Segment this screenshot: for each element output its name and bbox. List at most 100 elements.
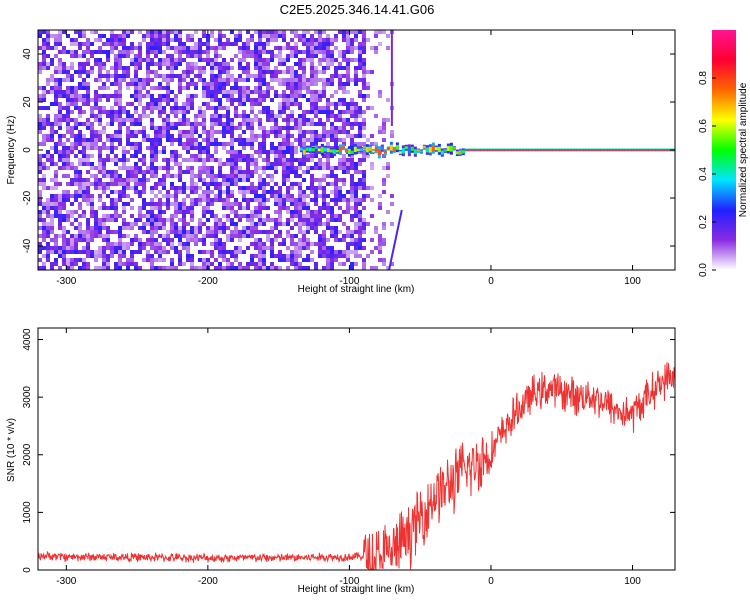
heat-cell xyxy=(310,62,314,66)
heat-cell xyxy=(270,70,274,74)
heat-cell xyxy=(362,42,366,46)
heat-cell xyxy=(194,142,198,146)
heat-cell xyxy=(294,250,298,254)
heat-cell xyxy=(102,246,106,250)
heat-cell xyxy=(294,246,298,250)
heat-cell xyxy=(210,230,214,234)
heat-cell xyxy=(114,190,118,194)
heat-cell xyxy=(262,82,266,86)
heat-cell xyxy=(90,234,94,238)
heat-cell xyxy=(82,266,86,270)
heat-cell xyxy=(190,154,194,158)
heat-cell xyxy=(98,266,102,270)
heat-cell xyxy=(222,78,226,82)
heat-cell xyxy=(230,118,234,122)
heat-cell xyxy=(338,250,342,254)
heat-cell xyxy=(278,198,282,202)
heat-cell xyxy=(166,198,170,202)
heat-cell xyxy=(262,158,266,162)
heat-cell xyxy=(46,38,50,42)
heat-cell xyxy=(90,42,94,46)
heat-cell xyxy=(54,162,58,166)
heat-cell xyxy=(226,258,230,262)
heat-cell xyxy=(126,222,130,226)
heat-cell xyxy=(306,154,310,158)
heat-cell xyxy=(258,166,262,170)
heat-cell xyxy=(374,34,378,38)
heat-cell xyxy=(330,254,334,258)
heat-cell xyxy=(154,202,158,206)
colorbar-tick-label: 0.6 xyxy=(698,119,709,133)
heat-cell xyxy=(54,130,58,134)
heat-cell xyxy=(214,66,218,70)
heat-cell xyxy=(134,66,138,70)
heat-cell xyxy=(86,42,90,46)
heat-cell xyxy=(74,98,78,102)
heat-cell xyxy=(258,214,262,218)
heat-cell xyxy=(282,238,286,242)
heat-cell xyxy=(230,158,234,162)
heat-cell xyxy=(178,138,182,142)
heat-cell xyxy=(266,130,270,134)
carrier-cell xyxy=(551,149,555,151)
heat-cell xyxy=(130,258,134,262)
heat-cell xyxy=(158,110,162,114)
carrier-cell xyxy=(473,149,477,151)
heat-cell xyxy=(354,110,358,114)
heat-cell xyxy=(346,62,350,66)
heat-cell xyxy=(62,214,66,218)
heat-cell xyxy=(126,130,130,134)
heat-cell xyxy=(302,66,306,70)
heat-cell xyxy=(306,118,310,122)
heat-cell xyxy=(298,158,302,162)
heat-cell xyxy=(294,214,298,218)
heat-cell xyxy=(166,234,170,238)
heat-cell xyxy=(342,126,346,130)
heat-cell xyxy=(290,162,294,166)
heat-cell xyxy=(170,266,174,270)
heat-cell xyxy=(270,50,274,54)
heat-cell xyxy=(310,130,314,134)
heat-cell xyxy=(202,206,206,210)
heat-cell xyxy=(190,174,194,178)
heat-cell xyxy=(194,138,198,142)
heat-cell xyxy=(378,202,382,206)
heat-cell xyxy=(202,234,206,238)
heat-cell xyxy=(334,218,338,222)
heat-cell xyxy=(162,130,166,134)
heat-cell xyxy=(126,118,130,122)
heat-cell xyxy=(202,118,206,122)
carrier-cell xyxy=(362,146,366,149)
heat-cell xyxy=(122,254,126,258)
heat-cell xyxy=(162,258,166,262)
heat-cell xyxy=(358,142,362,146)
heat-cell xyxy=(338,158,342,162)
heat-cell xyxy=(222,250,226,254)
heat-cell xyxy=(254,194,258,198)
heat-cell xyxy=(126,234,130,238)
heat-cell xyxy=(166,82,170,86)
heat-cell xyxy=(258,90,262,94)
heat-cell xyxy=(362,70,366,74)
heat-cell xyxy=(198,230,202,234)
heat-cell xyxy=(222,226,226,230)
heat-cell xyxy=(150,174,154,178)
heat-cell xyxy=(278,206,282,210)
heat-cell xyxy=(298,226,302,230)
heat-cell xyxy=(382,154,386,158)
carrier-cell xyxy=(569,149,573,151)
heat-cell xyxy=(42,174,46,178)
heat-cell xyxy=(370,106,374,110)
heat-cell xyxy=(38,266,42,270)
heat-cell xyxy=(318,206,322,210)
heat-cell xyxy=(258,210,262,214)
heat-cell xyxy=(266,266,270,270)
heat-cell xyxy=(186,70,190,74)
carrier-cell xyxy=(317,148,321,152)
heat-cell xyxy=(246,78,250,82)
heat-cell xyxy=(314,210,318,214)
heat-cell xyxy=(310,186,314,190)
heat-cell xyxy=(358,218,362,222)
heat-cell xyxy=(326,266,330,270)
